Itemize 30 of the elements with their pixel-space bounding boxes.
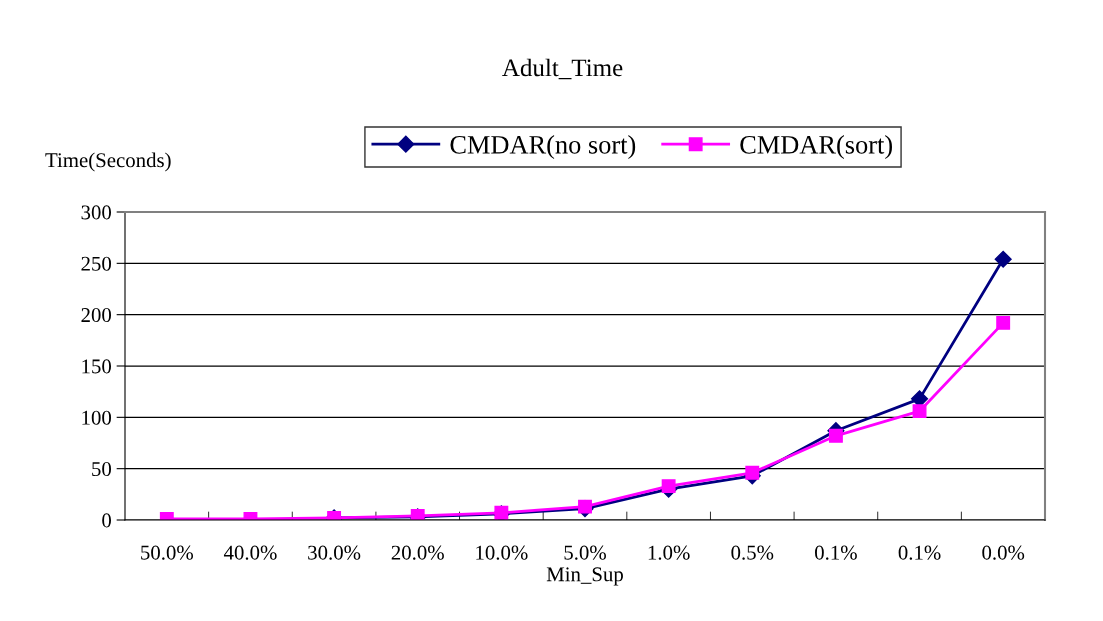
y-axis-title: Time(Seconds) bbox=[45, 152, 171, 172]
legend-label: CMDAR(no sort) bbox=[450, 135, 636, 160]
x-tick-label: 0.1% bbox=[815, 545, 857, 560]
x-tick-label: 1.0% bbox=[648, 545, 690, 560]
x-tick-label: 0.0% bbox=[982, 545, 1025, 560]
x-tick-label: 20.0% bbox=[391, 545, 444, 560]
x-tick-label: 30.0% bbox=[308, 545, 361, 560]
point bbox=[912, 404, 927, 419]
x-tick-label: 0.5% bbox=[731, 545, 774, 560]
x-tick-label: 5.0% bbox=[564, 545, 606, 560]
y-tick-label: 0 bbox=[102, 513, 112, 528]
y-tick-label: 100 bbox=[82, 410, 112, 425]
y-tick-label: 50 bbox=[92, 462, 112, 477]
y-tick-label: 250 bbox=[81, 256, 112, 271]
y-tick-label: 150 bbox=[82, 359, 112, 374]
y-tick-label: 200 bbox=[81, 308, 112, 323]
chart-title: Adult_Time bbox=[502, 58, 623, 80]
point bbox=[745, 465, 760, 480]
point bbox=[578, 499, 592, 514]
point bbox=[661, 479, 676, 494]
x-tick-label: 50.0% bbox=[141, 545, 194, 560]
legend-label: CMDAR(sort) bbox=[740, 135, 892, 160]
point bbox=[828, 428, 843, 443]
x-axis-title: Min_Sup bbox=[546, 567, 623, 586]
x-tick-label: 10.0% bbox=[476, 545, 528, 560]
point bbox=[996, 315, 1011, 330]
point bbox=[994, 250, 1012, 268]
y-tick-label: 300 bbox=[81, 205, 112, 220]
x-tick-label: 40.0% bbox=[223, 545, 277, 560]
x-tick-label: 0.1% bbox=[898, 545, 941, 560]
